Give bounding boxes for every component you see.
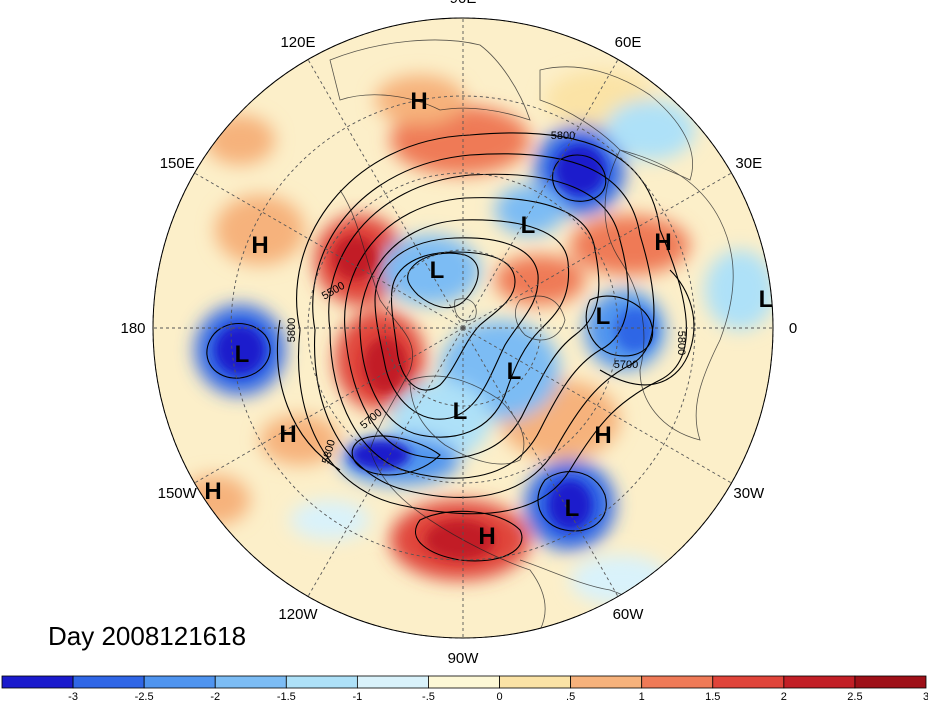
colorbar-tick-label: -2 [210, 691, 220, 702]
low-pressure-marker: L [507, 358, 522, 385]
contour-label: 5800 [551, 130, 575, 142]
contour-label: 5800 [675, 331, 687, 355]
colorbar-swatch [854, 675, 927, 689]
colorbar-swatch [570, 675, 643, 689]
longitude-label: 90W [448, 650, 480, 667]
contour-value: 5700 [614, 359, 638, 371]
longitude-label: 30E [735, 155, 762, 172]
colorbar-swatch [356, 675, 429, 689]
low-pressure-marker: L [521, 212, 536, 239]
colorbar-tick-label: -.5 [422, 691, 435, 702]
colorbar-tick-label: -2.5 [135, 691, 154, 702]
low-pressure-marker: L [759, 286, 774, 313]
contour-label: 5700 [614, 359, 638, 371]
high-pressure-marker: H [654, 229, 671, 256]
low-pressure-marker: L [596, 303, 611, 330]
colorbar-swatch [783, 675, 856, 689]
colorbar-swatch [712, 675, 785, 689]
meridian-line [462, 59, 619, 329]
colorbar-tick-label: 3 [923, 691, 928, 702]
colorbar-swatch [641, 675, 714, 689]
meridian-line [194, 327, 464, 484]
height-contours [206, 132, 695, 562]
colorbar-tick-label: 0 [496, 691, 502, 702]
low-pressure-marker: L [565, 495, 580, 522]
colorbar-swatch [428, 675, 500, 689]
longitude-label: 150W [158, 485, 198, 502]
colorbar-swatch [143, 675, 216, 689]
high-pressure-marker: H [251, 232, 268, 259]
colorbar-swatch [72, 675, 145, 689]
high-pressure-marker: H [279, 421, 296, 448]
longitude-label: 30W [733, 485, 765, 502]
contour-value: 5800 [286, 318, 298, 342]
colorbar-tick-label: 2.5 [847, 691, 862, 702]
longitude-label: 0 [789, 320, 797, 337]
colorbar-tick-label: 2 [781, 691, 787, 702]
meridian-line [462, 327, 619, 597]
longitude-label: 90E [450, 0, 477, 7]
colorbar-tick-label: -3 [68, 691, 78, 702]
map-disk [153, 18, 773, 638]
colorbar: -3 -2.5 -2 -1.5 -1 -.5 0 .5 1 1.5 2 2.5 3 [1, 675, 928, 702]
meridian-line [462, 172, 732, 329]
colorbar-swatch [214, 675, 287, 689]
colorbar-swatch [1, 675, 74, 689]
colorbar-tick-label: .5 [566, 691, 575, 702]
longitude-label: 120W [278, 606, 318, 623]
high-pressure-marker: H [594, 422, 611, 449]
longitude-label: 120E [280, 34, 315, 51]
map-title: Day 2008121618 [48, 621, 246, 651]
colorbar-swatch [285, 675, 358, 689]
low-pressure-marker: L [430, 257, 445, 284]
high-pressure-marker: H [410, 88, 427, 115]
contour-value: 5800 [551, 130, 575, 142]
longitude-label: 180 [120, 320, 145, 337]
meridian-line [307, 59, 464, 329]
high-pressure-marker: H [478, 523, 495, 550]
longitude-label: 60W [613, 606, 645, 623]
meridian-line [462, 327, 732, 484]
meridian-line [307, 327, 464, 597]
colorbar-tick-label: 1 [639, 691, 645, 702]
low-pressure-marker: L [235, 341, 250, 368]
colorbar-swatch [499, 675, 572, 689]
map-boundary [152, 17, 774, 639]
longitude-labels: 90E 60E 30E 0 30W 60W 90W 120W 150W 180 150E 120E [120, 0, 797, 667]
meridian-line [194, 172, 464, 329]
high-pressure-marker: H [204, 478, 221, 505]
colorbar-tick-label: -1 [352, 691, 362, 702]
colorbar-tick-label: -1.5 [277, 691, 296, 702]
low-pressure-marker: L [453, 398, 468, 425]
longitude-label: 60E [615, 34, 642, 51]
contour-value: 5800 [675, 331, 687, 355]
contour-label: 5800 [286, 318, 298, 342]
longitude-label: 150E [160, 155, 195, 172]
pressure-centers: H H H H H H H L L L L L L L L [204, 88, 773, 550]
colorbar-tick-label: 1.5 [705, 691, 720, 702]
